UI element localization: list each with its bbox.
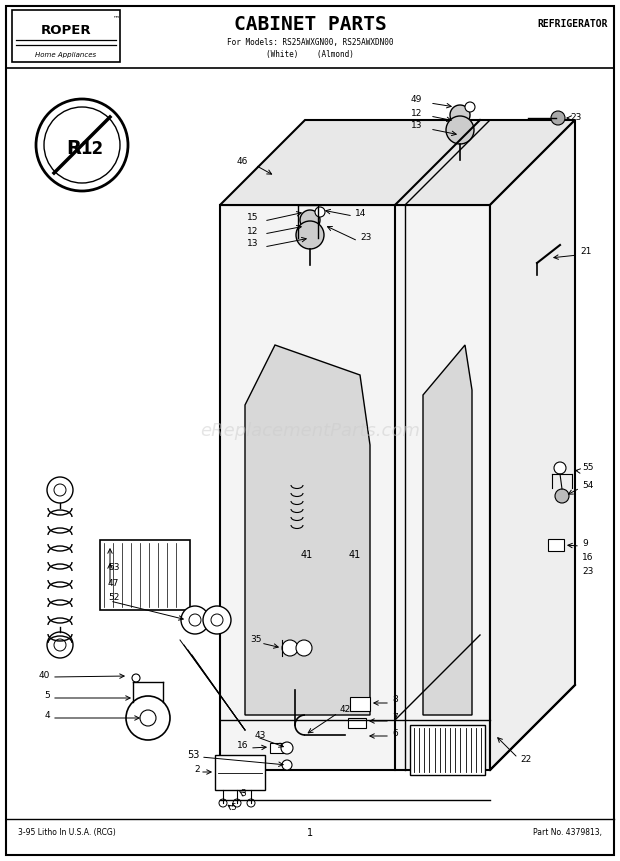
Bar xyxy=(215,755,265,790)
Text: 2: 2 xyxy=(195,765,200,775)
Circle shape xyxy=(554,462,566,474)
Bar xyxy=(548,539,564,551)
Polygon shape xyxy=(423,345,472,715)
Text: CABINET PARTS: CABINET PARTS xyxy=(234,15,386,34)
Text: 47: 47 xyxy=(108,579,120,587)
Text: 6: 6 xyxy=(392,728,398,738)
Circle shape xyxy=(126,696,170,740)
Text: 8: 8 xyxy=(392,696,398,704)
Text: 42: 42 xyxy=(340,705,352,715)
Text: 12: 12 xyxy=(81,140,104,158)
Text: ROPER: ROPER xyxy=(41,23,91,36)
Text: 12: 12 xyxy=(247,226,258,236)
Text: 3-95 Litho In U.S.A. (RCG): 3-95 Litho In U.S.A. (RCG) xyxy=(18,828,116,838)
Text: 15: 15 xyxy=(247,214,258,222)
Circle shape xyxy=(465,102,475,112)
Circle shape xyxy=(140,710,156,726)
Text: 55: 55 xyxy=(582,463,593,473)
Text: 46: 46 xyxy=(237,158,248,166)
Text: (White)    (Almond): (White) (Almond) xyxy=(266,49,354,59)
Text: 13: 13 xyxy=(247,239,258,249)
Polygon shape xyxy=(245,345,370,715)
Text: 23: 23 xyxy=(582,567,593,577)
Circle shape xyxy=(282,760,292,770)
Circle shape xyxy=(296,221,324,249)
Circle shape xyxy=(132,674,140,682)
Circle shape xyxy=(446,116,474,144)
Text: eReplacementParts.com: eReplacementParts.com xyxy=(200,422,420,439)
Circle shape xyxy=(36,99,128,191)
Text: 13: 13 xyxy=(410,121,422,131)
Polygon shape xyxy=(490,120,575,770)
Circle shape xyxy=(54,639,66,651)
Text: ™: ™ xyxy=(113,15,120,21)
Text: 12: 12 xyxy=(410,108,422,117)
Circle shape xyxy=(555,489,569,503)
Circle shape xyxy=(282,640,298,656)
Bar xyxy=(410,725,485,775)
Bar xyxy=(12,10,120,62)
Circle shape xyxy=(44,107,120,183)
Text: 22: 22 xyxy=(520,755,531,765)
Text: Home Appliances: Home Appliances xyxy=(35,52,97,58)
Text: 16: 16 xyxy=(582,554,593,562)
Circle shape xyxy=(551,111,565,125)
Circle shape xyxy=(189,614,201,626)
Text: 3: 3 xyxy=(240,789,246,797)
Text: Part No. 4379813,: Part No. 4379813, xyxy=(533,828,602,838)
Bar xyxy=(348,718,366,728)
Circle shape xyxy=(233,799,241,807)
Text: 41: 41 xyxy=(349,550,361,560)
Circle shape xyxy=(296,640,312,656)
Text: 1: 1 xyxy=(307,828,313,838)
Circle shape xyxy=(47,632,73,658)
Text: 53: 53 xyxy=(188,750,200,760)
Text: 49: 49 xyxy=(410,96,422,104)
Circle shape xyxy=(450,105,470,125)
Text: 7: 7 xyxy=(392,714,398,722)
Circle shape xyxy=(315,207,325,217)
Text: 35: 35 xyxy=(250,635,262,645)
Circle shape xyxy=(247,799,255,807)
Text: 16: 16 xyxy=(236,740,248,749)
Circle shape xyxy=(47,477,73,503)
Text: 23: 23 xyxy=(360,233,371,243)
Text: For Models: RS25AWXGN00, RS25AWXDN00: For Models: RS25AWXGN00, RS25AWXDN00 xyxy=(227,38,393,46)
Circle shape xyxy=(219,799,227,807)
Polygon shape xyxy=(220,120,575,205)
Text: 43: 43 xyxy=(255,730,267,740)
Bar xyxy=(100,540,190,610)
Circle shape xyxy=(54,484,66,496)
Circle shape xyxy=(281,742,293,754)
Circle shape xyxy=(211,614,223,626)
Text: 5: 5 xyxy=(230,803,236,813)
Text: 14: 14 xyxy=(355,208,366,218)
Text: 54: 54 xyxy=(582,480,593,490)
Text: 53: 53 xyxy=(108,563,120,573)
Text: 41: 41 xyxy=(301,550,313,560)
Text: 21: 21 xyxy=(580,247,591,257)
Polygon shape xyxy=(220,205,490,770)
Bar xyxy=(270,743,284,753)
Text: 52: 52 xyxy=(108,593,120,603)
Text: REFRIGERATOR: REFRIGERATOR xyxy=(538,19,608,29)
Text: 4: 4 xyxy=(45,710,50,720)
Bar xyxy=(350,697,370,711)
Circle shape xyxy=(203,606,231,634)
Text: 23: 23 xyxy=(570,114,582,122)
Text: 40: 40 xyxy=(38,671,50,679)
Circle shape xyxy=(300,210,320,230)
Text: 9: 9 xyxy=(582,538,588,548)
Text: 5: 5 xyxy=(44,691,50,699)
Circle shape xyxy=(181,606,209,634)
Text: R: R xyxy=(66,139,81,158)
